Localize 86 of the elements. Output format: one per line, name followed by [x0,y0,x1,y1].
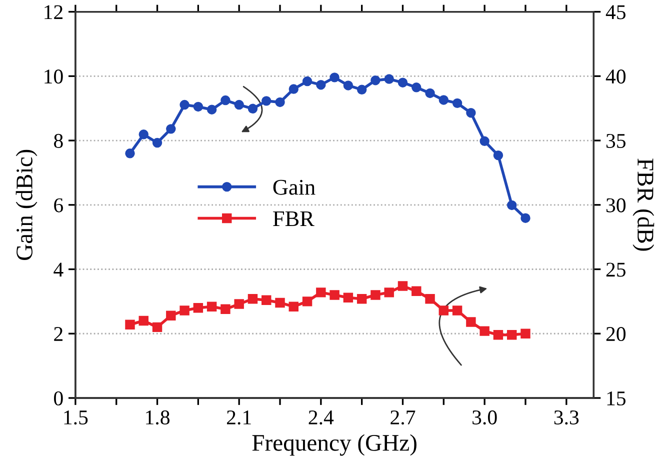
x-tick-label: 2.4 [308,410,334,425]
point [520,328,530,338]
point [506,200,517,210]
point [234,299,244,309]
point [412,82,422,92]
point [166,124,176,134]
point [398,78,408,88]
legend-label: FBR [273,211,314,226]
point [425,88,435,98]
point [262,96,272,106]
point [438,306,449,316]
point [316,288,326,298]
point [343,292,354,302]
y-tick-label: 2 [54,327,62,341]
point [493,150,504,160]
point [302,296,312,306]
point [452,306,462,316]
point [356,294,367,304]
point [466,317,476,327]
y2-axis-title: FBR (dB) [632,158,654,251]
x-tick-label: 3.3 [554,410,579,425]
y-tick-label: 6 [54,198,64,212]
y-axis-title: Gain (dBic) [16,150,38,260]
y2-tick-label: 45 [606,5,626,20]
point [288,302,299,312]
point [356,84,367,95]
point [370,290,380,300]
point [330,72,340,82]
point [220,95,230,106]
point [193,303,204,313]
point [125,148,135,158]
point [412,286,422,296]
point [520,213,530,223]
point [370,75,380,86]
point [480,136,490,146]
y2-tick-label: 30 [606,198,626,212]
point [220,304,230,314]
point [138,316,148,326]
point [125,320,135,330]
x-tick-label: 1.5 [64,410,88,425]
point [384,74,394,84]
y2-tick-label: 20 [606,327,626,342]
x-tick-label: 1.8 [146,410,170,425]
point [262,295,272,306]
point [493,330,504,340]
y-tick-label: 0 [54,391,63,406]
point [275,298,285,308]
point [206,104,217,114]
x-tick-label: 2.1 [226,410,251,425]
y2-tick-label: 35 [606,134,626,148]
legend-label: Gain [273,180,316,195]
point [234,100,244,110]
y2-tick-label: 15 [607,391,626,406]
x-tick-label: 2.7 [390,410,416,425]
point [288,84,299,94]
y-tick-label: 8 [54,134,63,148]
point [452,98,462,108]
point [330,290,340,300]
point [180,100,190,110]
y-tick-label: 12 [44,5,62,20]
point [302,76,312,86]
point [506,330,517,340]
point [398,281,408,291]
point [206,302,217,312]
point [248,294,258,304]
point [180,306,190,316]
point [480,326,490,336]
point [384,288,394,298]
y-tick-label: 10 [44,70,63,84]
point [152,138,162,148]
point [152,322,162,332]
y2-tick-label: 40 [606,70,626,84]
point [166,310,176,320]
point [425,294,435,304]
point [138,130,148,140]
point [343,80,354,90]
point [275,97,285,108]
point [248,104,258,114]
point [193,102,204,112]
y2-tick-label: 25 [606,262,626,277]
point [438,95,449,105]
point [316,80,326,90]
point [466,108,476,118]
y-tick-label: 4 [54,262,64,276]
x-tick-label: 3.0 [472,410,497,425]
x-axis-title: Frequency (GHz) [252,434,416,456]
